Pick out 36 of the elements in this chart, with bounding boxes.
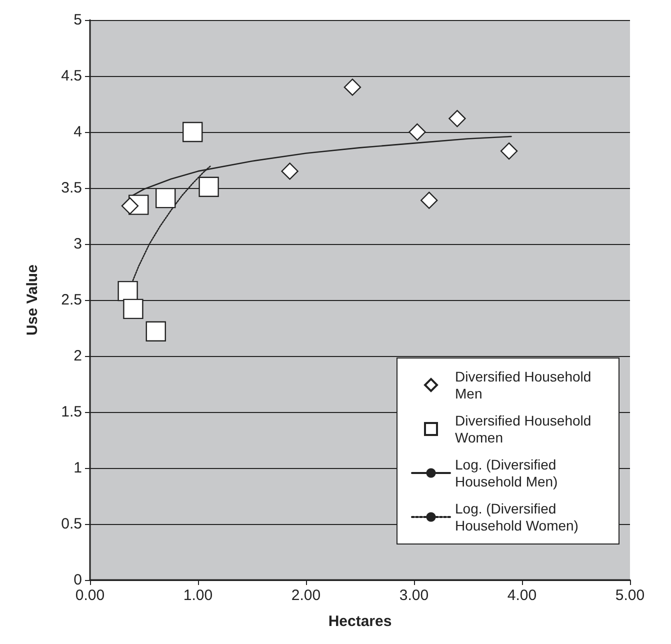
- point: [156, 188, 176, 208]
- x-tick-label: 0.00: [75, 587, 105, 604]
- point: [146, 321, 166, 342]
- x-axis-title: Hectares: [328, 613, 392, 630]
- point: [198, 176, 219, 197]
- y-tick-label: 5: [74, 12, 82, 28]
- y-tick-label: 0: [74, 572, 82, 588]
- x-tick-label: 1.00: [183, 587, 213, 604]
- point: [448, 110, 466, 128]
- legend-label: Diversified Household Women: [455, 412, 596, 446]
- x-tick-label: 5.00: [615, 587, 645, 604]
- point: [182, 122, 203, 142]
- point: [408, 123, 426, 141]
- point: [420, 192, 438, 209]
- y-axis-title: Use Value: [24, 264, 41, 336]
- y-tick-label: 3.5: [61, 180, 82, 196]
- point: [118, 280, 138, 302]
- legend-label: Diversified Household Men: [455, 368, 596, 402]
- point: [500, 142, 518, 160]
- y-tick-label: 2.5: [61, 292, 82, 308]
- y-tick-label: 2: [74, 348, 82, 364]
- y-tick-label: 4: [74, 124, 82, 140]
- point: [123, 298, 144, 320]
- x-tick-label: 3.00: [399, 587, 429, 604]
- y-tick-label: 0.5: [61, 516, 82, 532]
- legend-label: Log. (Diversified Household Men): [455, 456, 560, 490]
- y-tick-label: 3: [74, 236, 82, 252]
- point: [281, 162, 298, 180]
- point: [344, 78, 362, 96]
- legend-label: Log. (Diversified Household Women): [455, 500, 578, 534]
- y-tick-label: 1: [74, 460, 82, 476]
- x-tick-label: 2.00: [291, 587, 321, 604]
- y-tick-label: 4.5: [61, 68, 82, 84]
- y-tick-label: 1.5: [61, 404, 82, 420]
- x-tick-label: 4.00: [507, 587, 537, 604]
- point: [121, 197, 139, 215]
